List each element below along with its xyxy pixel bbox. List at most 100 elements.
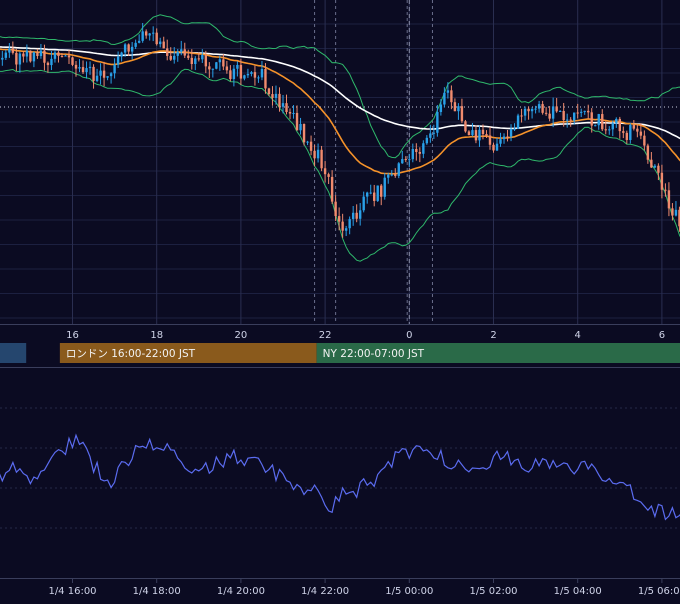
candle-body: [219, 59, 221, 62]
candle-body: [552, 106, 554, 118]
candle-body: [548, 114, 550, 119]
candle-body: [320, 150, 322, 168]
candle-body: [247, 74, 249, 75]
candle-body: [292, 113, 294, 114]
candle-body: [75, 65, 77, 69]
candle-body: [215, 62, 217, 68]
candle-body: [57, 52, 59, 56]
candle-body: [282, 103, 284, 107]
candle-body: [513, 129, 515, 130]
candle-body: [471, 130, 473, 135]
candle-body: [327, 174, 329, 177]
candle-body: [545, 113, 547, 114]
candle-body: [675, 210, 677, 216]
candle-body: [233, 69, 235, 79]
candle-body: [422, 143, 424, 154]
candle-body: [313, 151, 315, 158]
candle-body: [152, 33, 154, 34]
candle-body: [254, 72, 256, 78]
candle-body: [398, 163, 400, 176]
candle-body: [401, 159, 403, 163]
session-label: ロンドン 16:00-22:00 JST: [66, 348, 196, 360]
candle-body: [205, 55, 207, 66]
candle-body: [29, 51, 31, 62]
candle-body: [15, 53, 17, 65]
candle-body: [106, 76, 108, 78]
candle-body: [478, 130, 480, 141]
candle-body: [271, 94, 273, 98]
candle-body: [671, 208, 673, 215]
candle-body: [299, 124, 301, 130]
candle-body: [148, 33, 150, 35]
candle-body: [566, 120, 568, 121]
candle-body: [626, 133, 628, 140]
candle-body: [657, 166, 659, 173]
candle-body: [177, 52, 179, 56]
candle-body: [612, 123, 614, 129]
oscillator-x-tick-label: 1/4 20:00: [217, 586, 265, 597]
candle-body: [250, 72, 252, 74]
candle-body: [257, 77, 259, 78]
candle-body: [131, 47, 133, 52]
candle-body: [138, 41, 140, 43]
candle-body: [134, 43, 136, 47]
candle-body: [362, 197, 364, 211]
candle-body: [352, 213, 354, 219]
candle-body: [499, 139, 501, 144]
candle-body: [68, 56, 70, 58]
candle-body: [156, 33, 158, 44]
candle-body: [394, 175, 396, 176]
candle-body: [85, 68, 87, 72]
candle-body: [110, 73, 112, 76]
candle-body: [54, 52, 56, 58]
candle-body: [573, 113, 575, 121]
candle-body: [12, 48, 14, 52]
candle-body: [33, 52, 35, 61]
candle-body: [317, 150, 319, 159]
candle-body: [345, 228, 347, 230]
candle-body: [331, 177, 333, 202]
candle-body: [180, 49, 182, 52]
candle-body: [440, 105, 442, 112]
candle-body: [433, 133, 435, 134]
candle-body: [163, 42, 165, 49]
candle-body: [580, 112, 582, 113]
candle-body: [541, 104, 543, 113]
candle-body: [341, 222, 343, 231]
candle-body: [594, 125, 596, 126]
candle-body: [370, 193, 372, 194]
candle-body: [633, 125, 635, 129]
candle-body: [415, 149, 417, 152]
candle-body: [377, 186, 379, 201]
candle-body: [636, 129, 638, 132]
candle-body: [405, 159, 407, 160]
candle-body: [654, 166, 656, 168]
candle-body: [520, 115, 522, 116]
candle-body: [429, 133, 431, 137]
session-label: NY 22:00-07:00 JST: [323, 348, 425, 360]
candle-body: [229, 70, 231, 79]
oscillator-x-tick-label: 1/5 02:00: [469, 586, 517, 597]
candle-body: [647, 146, 649, 160]
candle-body: [419, 152, 421, 154]
candle-body: [191, 58, 193, 64]
candle-body: [640, 132, 642, 136]
candle-body: [443, 93, 445, 105]
candle-body: [391, 175, 393, 176]
candle-body: [534, 109, 536, 110]
candle-body: [303, 124, 305, 142]
candle-body: [531, 109, 533, 111]
candle-body: [485, 134, 487, 135]
candle-body: [50, 59, 52, 65]
candle-body: [92, 67, 94, 81]
candle-body: [208, 66, 210, 69]
candle-body: [243, 75, 245, 78]
candle-body: [605, 129, 607, 130]
candle-body: [127, 44, 129, 51]
candle-body: [482, 130, 484, 134]
candle-body: [454, 102, 456, 111]
candle-body: [43, 51, 45, 63]
candle-body: [668, 190, 670, 208]
